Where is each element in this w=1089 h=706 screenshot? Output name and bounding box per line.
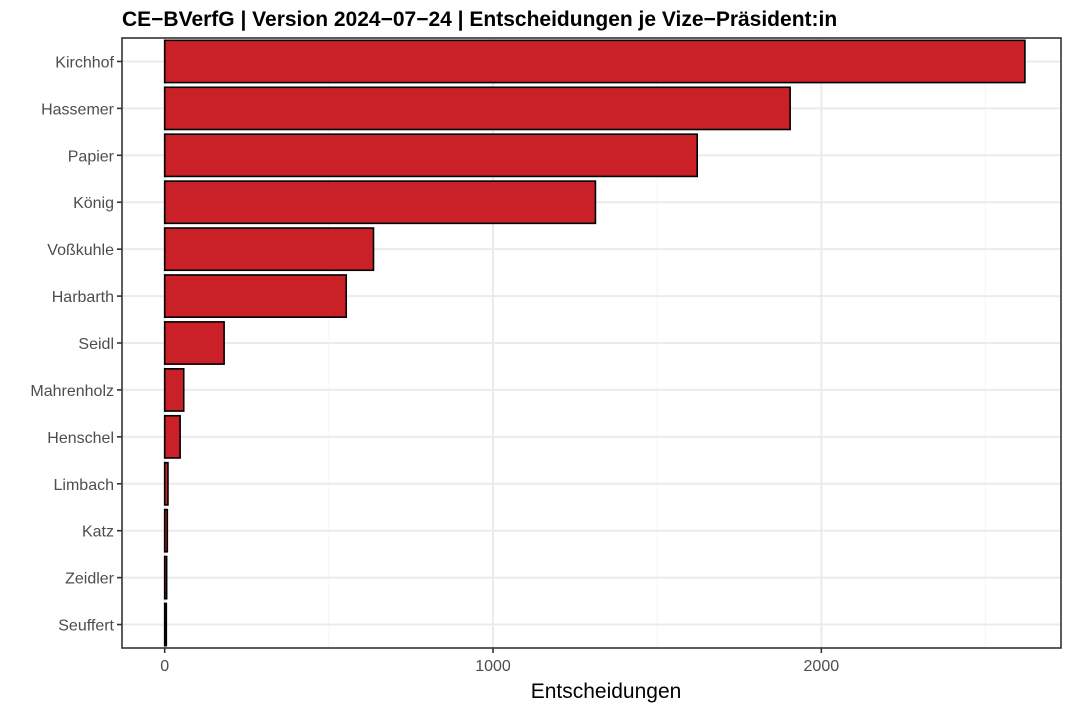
y-tick-label: Seidl [78,336,114,353]
y-tick-label: Henschel [47,430,114,447]
y-tick-label: Papier [68,148,115,165]
bar [163,368,185,412]
bar [163,227,375,272]
x-axis-label: Entscheidungen [530,680,682,703]
bar [163,602,168,647]
y-tick-label: König [73,195,114,212]
bar [163,86,791,131]
bar [163,555,168,600]
x-tick-label: 1000 [475,658,511,675]
y-tick-label: Mahrenholz [30,383,114,400]
bar [163,461,169,506]
y-tick-label: Voßkuhle [47,242,114,259]
y-tick-label: Kirchhof [55,54,114,71]
y-tick-label: Seuffert [58,618,114,635]
y-tick-label: Hassemer [41,101,115,118]
y-tick-label: Katz [82,524,114,541]
y-tick-label: Zeidler [65,571,115,588]
bar [163,133,699,178]
y-tick-label: Limbach [54,477,114,494]
bar [163,274,348,318]
bar [163,414,181,459]
chart-title: CE−BVerfG | Version 2024−07−24 | Entsche… [122,8,838,31]
bar [163,508,169,553]
bar [163,180,597,225]
bar [163,321,225,365]
x-tick-label: 0 [160,658,169,675]
x-tick-label: 2000 [804,658,840,675]
y-tick-label: Harbarth [52,289,114,306]
bar [163,39,1026,84]
